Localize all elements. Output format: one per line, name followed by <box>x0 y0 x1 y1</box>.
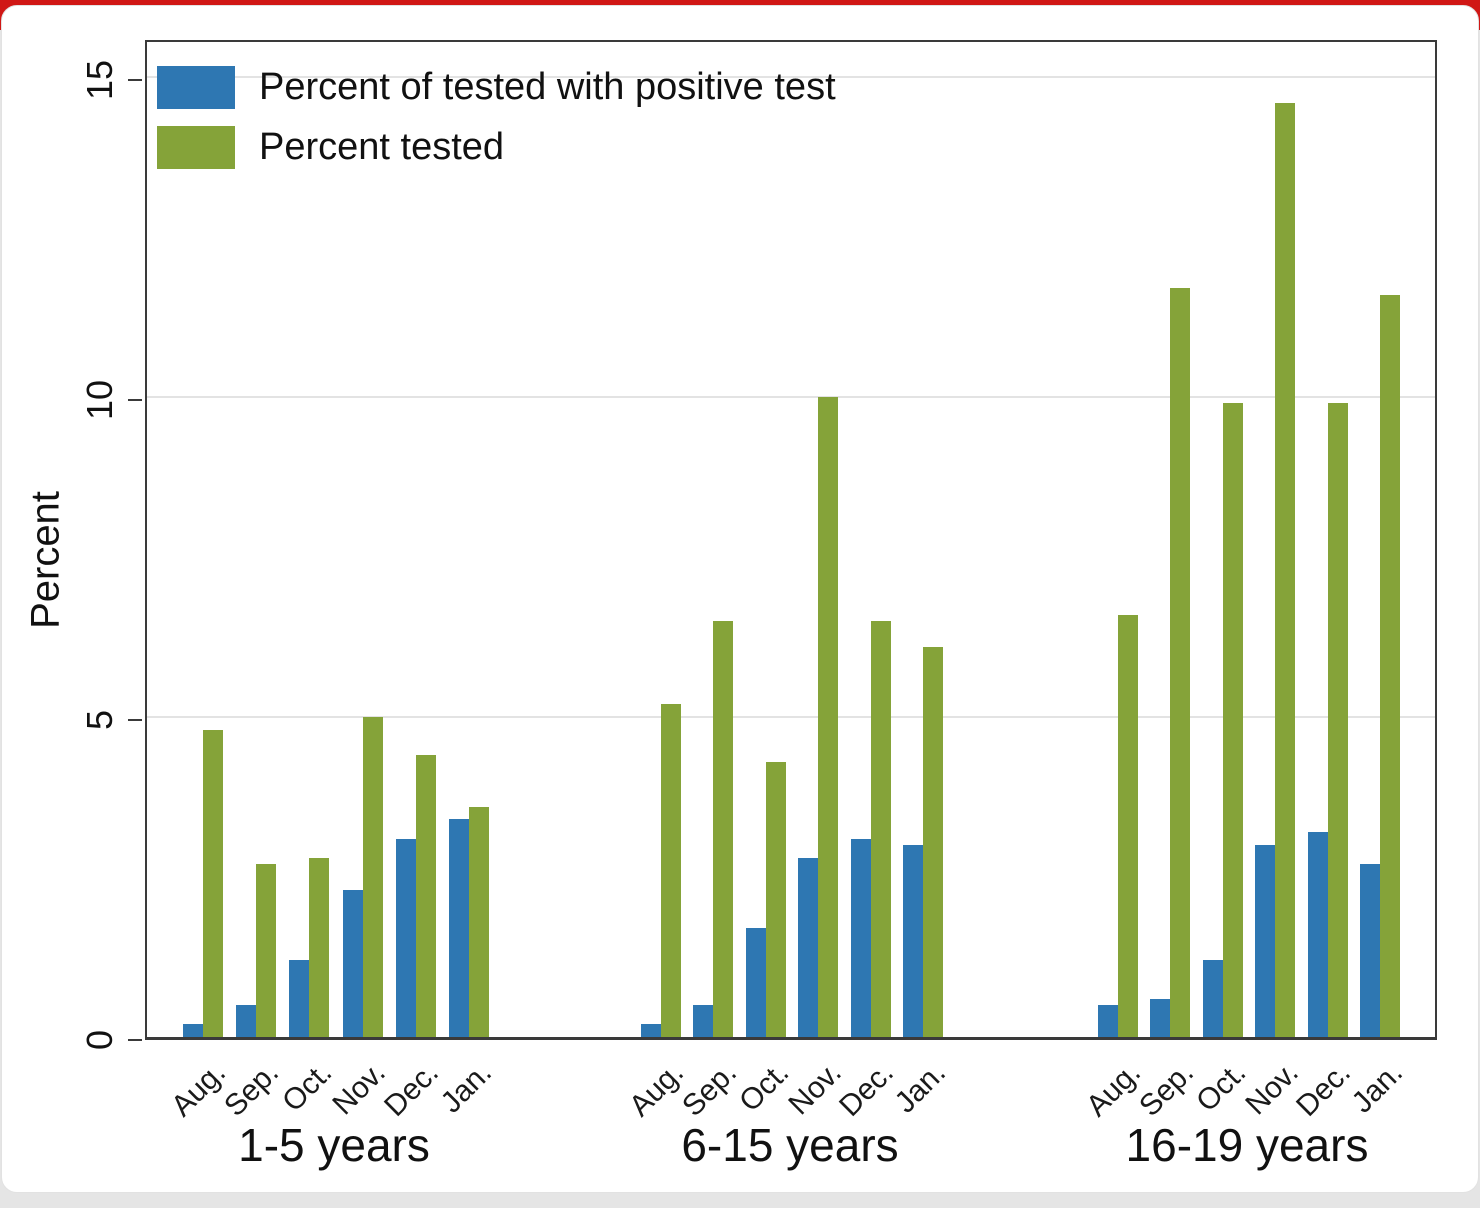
y-axis-title: Percent <box>23 491 68 629</box>
bar-positive-1-5years-Oct <box>289 960 310 1037</box>
legend-label-positive: Percent of tested with positive test <box>259 65 836 108</box>
legend-row-positive: Percent of tested with positive test <box>157 66 836 109</box>
bar-positive-16-19years-Dec <box>1307 832 1328 1037</box>
bar-tested-1-5years-Aug <box>203 730 223 1037</box>
y-tick-0 <box>128 1039 142 1041</box>
bar-positive-16-19years-Sep <box>1150 999 1171 1037</box>
y-tick-5 <box>128 719 142 721</box>
legend-label-tested: Percent tested <box>259 125 505 168</box>
bar-positive-16-19years-Jan <box>1360 864 1380 1037</box>
bar-positive-16-19years-Nov <box>1255 845 1276 1037</box>
y-tick-10 <box>128 399 142 401</box>
bar-tested-6-15years-Jan <box>923 647 943 1037</box>
bar-positive-1-5years-Aug <box>183 1024 203 1037</box>
bar-positive-6-15years-Sep <box>693 1005 714 1037</box>
legend-swatch-tested <box>157 126 235 169</box>
bar-positive-16-19years-Oct <box>1202 960 1223 1037</box>
y-tick-label-15: 15 <box>79 59 120 101</box>
bar-tested-16-19years-Oct <box>1222 403 1243 1037</box>
y-tick-label-0: 0 <box>79 1029 120 1051</box>
legend-swatch-positive <box>157 66 235 109</box>
group-label-1-5years: 1-5 years <box>238 1119 430 1171</box>
chart-plot-area <box>145 40 1437 1040</box>
group-label-6-15years: 6-15 years <box>681 1119 899 1171</box>
bar-tested-1-5years-Oct <box>309 858 330 1037</box>
chart-legend: Percent of tested with positive test Per… <box>157 66 836 186</box>
bar-positive-1-5years-Sep <box>236 1005 257 1037</box>
gridline-5 <box>147 716 1435 718</box>
bar-tested-6-15years-Sep <box>713 621 734 1037</box>
bar-tested-1-5years-Sep <box>256 864 277 1037</box>
bar-positive-1-5years-Dec <box>395 839 416 1037</box>
bar-tested-6-15years-Dec <box>870 621 891 1037</box>
gridline-15 <box>147 76 1435 78</box>
bar-tested-1-5years-Dec <box>415 755 436 1037</box>
bar-positive-6-15years-Dec <box>850 839 871 1037</box>
bar-tested-16-19years-Aug <box>1118 615 1138 1037</box>
bar-tested-16-19years-Nov <box>1275 103 1296 1037</box>
bar-positive-6-15years-Jan <box>903 845 923 1037</box>
bar-positive-1-5years-Nov <box>342 890 363 1037</box>
legend-row-tested: Percent tested <box>157 126 836 169</box>
bar-tested-16-19years-Jan <box>1380 295 1400 1037</box>
bar-tested-1-5years-Jan <box>469 807 489 1037</box>
bar-tested-16-19years-Sep <box>1170 288 1191 1037</box>
y-tick-15 <box>128 79 142 81</box>
y-tick-label-5: 5 <box>79 709 120 731</box>
bar-positive-6-15years-Aug <box>641 1024 661 1037</box>
bar-tested-6-15years-Nov <box>818 397 839 1037</box>
bar-tested-16-19years-Dec <box>1327 403 1348 1037</box>
bar-tested-1-5years-Nov <box>362 717 383 1037</box>
gridline-10 <box>147 396 1435 398</box>
y-tick-label-10: 10 <box>79 379 120 421</box>
group-label-16-19years: 16-19 years <box>1125 1119 1369 1171</box>
bar-tested-6-15years-Oct <box>765 762 786 1037</box>
bar-positive-6-15years-Nov <box>798 858 819 1037</box>
bar-positive-6-15years-Oct <box>745 928 766 1037</box>
bar-positive-16-19years-Aug <box>1098 1005 1118 1037</box>
bar-tested-6-15years-Aug <box>661 704 681 1037</box>
bar-positive-1-5years-Jan <box>449 819 469 1037</box>
